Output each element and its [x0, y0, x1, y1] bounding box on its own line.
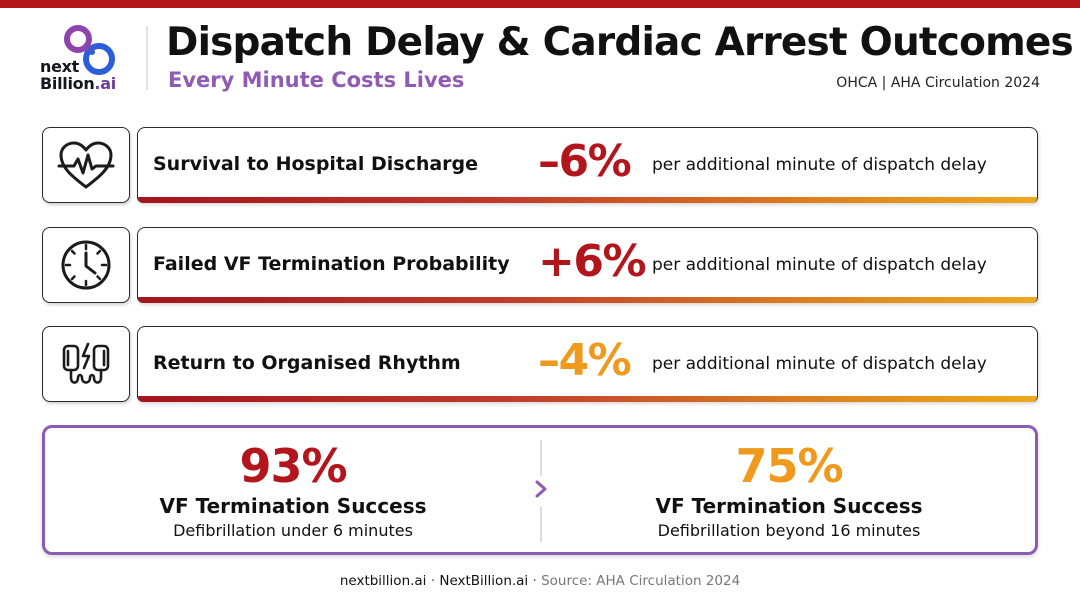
comparison-description: Defibrillation beyond 16 minutes	[657, 521, 921, 540]
page-subtitle: Every Minute Costs Lives	[168, 68, 465, 92]
footer-site-2: NextBillion.ai	[439, 573, 529, 589]
defibrillator-paddles-icon	[62, 342, 110, 384]
stat-icon-box	[42, 326, 130, 402]
stat-value: –6%	[538, 136, 632, 187]
top-accent-bar	[0, 0, 1080, 8]
stat-row-vf-failure: Failed VF Termination Probability +6% pe…	[42, 227, 1038, 305]
logo-wordmark: next Billion.ai	[40, 58, 116, 92]
comparison-late: 75% VF Termination Success Defibrillatio…	[541, 428, 1037, 552]
stat-description: per additional minute of dispatch delay	[652, 255, 987, 275]
stat-label: Survival to Hospital Discharge	[153, 153, 479, 175]
heartbeat-icon	[57, 141, 115, 189]
stat-card: Return to Organised Rhythm –4% per addit…	[137, 326, 1038, 402]
stat-description: per additional minute of dispatch delay	[652, 354, 987, 374]
footer-separator: ·	[532, 573, 537, 589]
comparison-early: 93% VF Termination Success Defibrillatio…	[45, 428, 541, 552]
logo-suffix: .ai	[94, 74, 116, 93]
page-title: Dispatch Delay & Cardiac Arrest Outcomes	[166, 20, 1074, 65]
comparison-title: VF Termination Success	[655, 494, 923, 518]
stat-row-survival: Survival to Hospital Discharge –6% per a…	[42, 127, 1038, 205]
stat-icon-box	[42, 227, 130, 303]
footer: nextbillion.ai · NextBillion.ai · Source…	[0, 573, 1080, 589]
stat-label: Return to Organised Rhythm	[153, 352, 461, 374]
brand-logo: next Billion.ai	[38, 22, 133, 94]
footer-separator: ·	[430, 573, 436, 589]
logo-mark-icon	[64, 25, 115, 75]
footer-site-1: nextbillion.ai	[339, 573, 427, 589]
card-accent-stripe	[138, 396, 1037, 402]
chevron-right-icon	[535, 480, 547, 498]
card-accent-stripe	[138, 297, 1037, 303]
vf-success-comparison: 93% VF Termination Success Defibrillatio…	[42, 425, 1038, 555]
comparison-value: 75%	[735, 439, 843, 493]
stat-label: Failed VF Termination Probability	[153, 253, 510, 275]
logo-line-2: Billion	[40, 74, 95, 93]
comparison-value: 93%	[239, 439, 347, 493]
logo-line-1: next	[40, 57, 80, 76]
stat-card: Failed VF Termination Probability +6% pe…	[137, 227, 1038, 303]
clock-icon	[61, 240, 111, 290]
card-accent-stripe	[138, 197, 1037, 203]
header-source: OHCA | AHA Circulation 2024	[836, 75, 1040, 91]
footer-source: Source: AHA Circulation 2024	[541, 573, 741, 589]
comparison-description: Defibrillation under 6 minutes	[173, 521, 413, 540]
stat-row-organised-rhythm: Return to Organised Rhythm –4% per addit…	[42, 326, 1038, 404]
stat-description: per additional minute of dispatch delay	[652, 155, 987, 175]
stat-icon-box	[42, 127, 130, 203]
stat-value: –4%	[538, 335, 632, 386]
comparison-title: VF Termination Success	[159, 494, 427, 518]
stat-card: Survival to Hospital Discharge –6% per a…	[137, 127, 1038, 203]
stat-value: +6%	[538, 236, 647, 287]
header-divider	[146, 26, 148, 90]
